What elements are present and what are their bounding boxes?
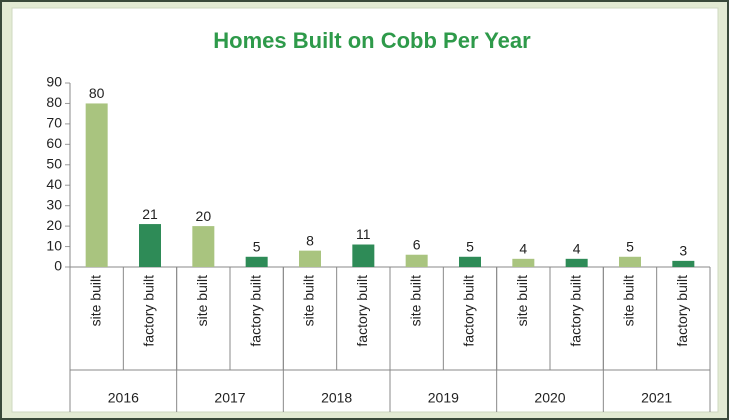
x-tick-label: site built bbox=[407, 275, 423, 326]
value-label: 21 bbox=[142, 206, 158, 222]
y-tick-label: 30 bbox=[46, 196, 62, 212]
x-group-label: 2018 bbox=[321, 390, 352, 406]
value-label: 4 bbox=[573, 241, 581, 257]
bar bbox=[405, 254, 428, 267]
x-tick-label: site built bbox=[194, 275, 210, 326]
bar bbox=[299, 250, 321, 267]
value-label: 5 bbox=[253, 238, 261, 254]
y-tick-label: 10 bbox=[46, 237, 62, 253]
x-group-label: 2020 bbox=[534, 390, 565, 406]
bar bbox=[512, 258, 535, 267]
x-tick-label: site built bbox=[87, 275, 103, 326]
bar bbox=[565, 258, 588, 267]
x-tick-label: factory built bbox=[141, 275, 157, 347]
x-group-label: 2016 bbox=[108, 390, 139, 406]
y-tick-label: 80 bbox=[46, 94, 62, 110]
y-tick-label: 60 bbox=[46, 135, 62, 151]
x-group-label: 2021 bbox=[641, 390, 672, 406]
y-tick-label: 70 bbox=[46, 115, 62, 131]
y-tick-label: 50 bbox=[46, 155, 62, 171]
bar bbox=[245, 256, 268, 267]
x-group-label: 2017 bbox=[214, 390, 245, 406]
plot-panel bbox=[11, 7, 719, 413]
value-label: 8 bbox=[306, 232, 314, 248]
x-tick-label: site built bbox=[621, 275, 637, 326]
value-label: 20 bbox=[196, 208, 212, 224]
value-label: 5 bbox=[466, 238, 474, 254]
value-label: 6 bbox=[413, 236, 421, 252]
value-label: 11 bbox=[356, 226, 371, 242]
x-tick-label: factory built bbox=[461, 275, 477, 347]
bar bbox=[192, 226, 215, 267]
value-label: 80 bbox=[89, 85, 105, 101]
bar bbox=[139, 224, 161, 267]
bar bbox=[459, 256, 481, 267]
y-tick-label: 0 bbox=[54, 258, 62, 274]
value-label: 3 bbox=[679, 243, 687, 259]
bar bbox=[672, 260, 695, 267]
x-tick-label: factory built bbox=[247, 275, 263, 347]
bar bbox=[85, 103, 108, 267]
x-tick-label: factory built bbox=[674, 275, 690, 347]
x-tick-label: factory built bbox=[354, 275, 370, 347]
x-tick-label: factory built bbox=[567, 275, 583, 347]
x-group-label: 2019 bbox=[428, 390, 459, 406]
chart-title: Homes Built on Cobb Per Year bbox=[213, 28, 531, 53]
y-tick-label: 20 bbox=[46, 217, 62, 233]
y-tick-label: 40 bbox=[46, 176, 62, 192]
value-label: 5 bbox=[626, 238, 634, 254]
x-tick-label: site built bbox=[514, 275, 530, 326]
x-tick-label: site built bbox=[301, 275, 317, 326]
value-label: 4 bbox=[519, 241, 527, 257]
y-tick-label: 90 bbox=[46, 74, 62, 90]
bar bbox=[352, 244, 375, 267]
bar bbox=[619, 256, 641, 267]
